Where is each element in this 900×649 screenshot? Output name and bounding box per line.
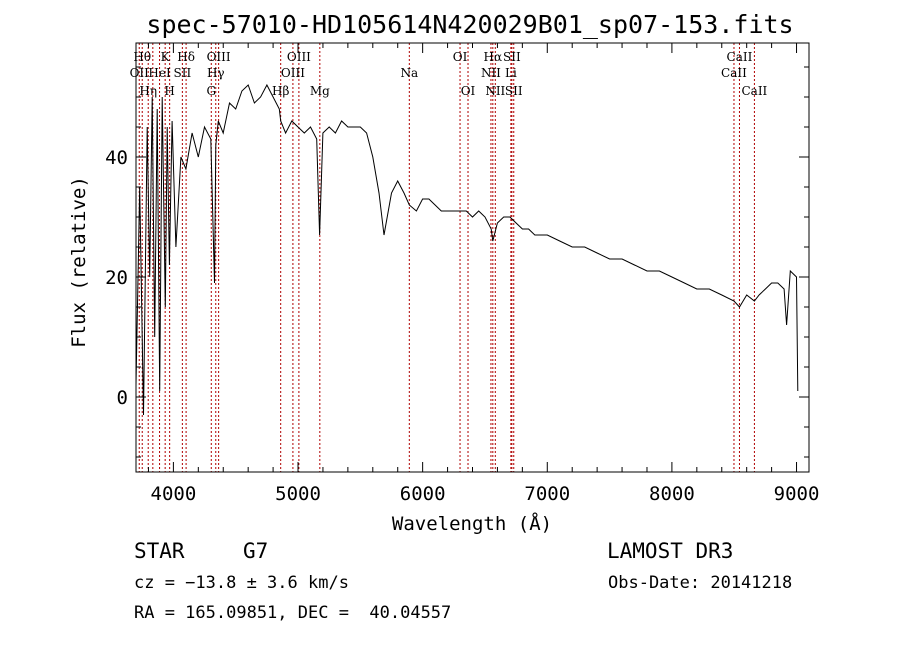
emission-line-markers: [138, 43, 755, 472]
emission-line-labels: OIIHθHηHeIKHSIIHδGHγOIIIHβOIIIOIIIMgNaOI…: [130, 50, 768, 98]
line-label: NII: [485, 84, 505, 98]
observation-date: Obs-Date: 20141218: [608, 573, 793, 593]
survey-name: LAMOST DR3: [607, 539, 734, 563]
y-tick-label: 40: [105, 147, 128, 169]
line-label: Na: [400, 66, 418, 80]
line-label: OIII: [287, 50, 311, 64]
object-class: STAR: [134, 539, 185, 563]
line-label: G: [206, 84, 216, 98]
object-subclass: G7: [243, 539, 269, 563]
x-tick-label: 4000: [151, 483, 197, 505]
line-label: K: [161, 50, 171, 64]
line-label: Hγ: [207, 66, 225, 80]
line-label: SII: [505, 84, 523, 98]
line-label: CaII: [741, 84, 767, 98]
x-tick-label: 8000: [649, 483, 695, 505]
line-label: OIII: [281, 66, 305, 80]
axis-tick-labels: 4000 5000 6000 7000 8000 9000 0 20 40: [105, 147, 819, 505]
y-axis-label: Flux (relative): [68, 176, 90, 348]
line-label: Mg: [310, 84, 330, 98]
x-tick-label: 9000: [774, 483, 820, 505]
line-label: H: [164, 84, 174, 98]
line-label: OI: [453, 50, 468, 64]
ra-dec: RA = 165.09851, DEC = 40.04557: [134, 603, 452, 623]
axis-ticks: [136, 43, 809, 472]
x-tick-label: 6000: [400, 483, 446, 505]
line-label: Hβ: [272, 84, 289, 98]
line-label: SII: [503, 50, 521, 64]
line-label: OII: [130, 66, 150, 80]
y-tick-label: 20: [105, 267, 128, 289]
line-label: OIII: [207, 50, 231, 64]
line-label: CaII: [721, 66, 747, 80]
line-label: HeI: [148, 66, 171, 80]
redshift-cz: cz = −13.8 ± 3.6 km/s: [134, 573, 349, 593]
spectrum-line: [135, 83, 799, 416]
line-label: Hδ: [177, 50, 195, 64]
line-label: Hθ: [133, 50, 151, 64]
line-label: OI: [461, 84, 476, 98]
line-label: Li: [505, 66, 517, 80]
line-label: Hα: [484, 50, 503, 64]
plot-frame: [135, 42, 810, 473]
x-tick-label: 7000: [524, 483, 570, 505]
y-tick-label: 0: [117, 387, 128, 409]
line-label: Hη: [139, 84, 157, 98]
line-label: SII: [174, 66, 192, 80]
x-axis-label: Wavelength (Å): [392, 512, 552, 535]
line-label: NII: [481, 66, 501, 80]
x-tick-label: 5000: [275, 483, 321, 505]
chart-title: spec-57010-HD105614N420029B01_sp07-153.f…: [146, 10, 793, 39]
line-label: CaII: [727, 50, 753, 64]
